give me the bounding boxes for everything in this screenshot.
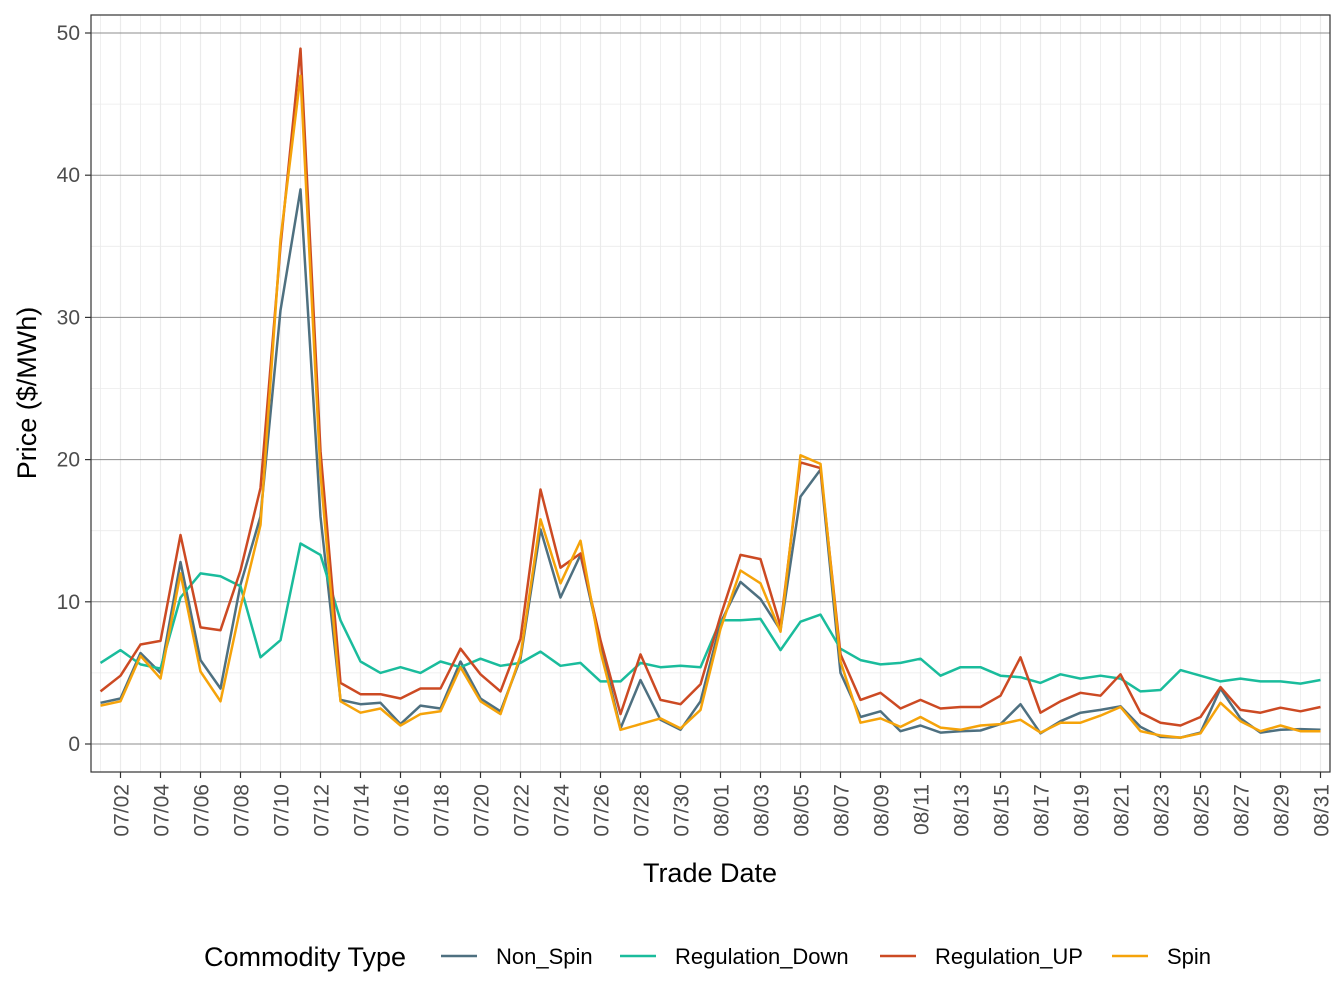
x-axis: 07/02 07/04 07/06 07/08 07/10 07/12 07/14 07/16… — [111, 772, 1334, 837]
x-tick-label: 07/12 — [311, 784, 334, 837]
y-tick-label: 20 — [57, 449, 80, 472]
x-tick-label: 07/08 — [231, 784, 254, 837]
x-tick-label: 08/21 — [1111, 784, 1134, 837]
x-tick-label: 08/09 — [871, 784, 894, 837]
x-tick-label: 08/29 — [1271, 784, 1294, 837]
y-tick-label: 40 — [57, 164, 80, 187]
series-line-spin — [100, 74, 1321, 739]
x-tick-label: 08/15 — [991, 784, 1014, 837]
x-tick-label: 08/03 — [751, 784, 774, 837]
x-tick-label: 07/22 — [511, 784, 534, 837]
x-tick-label: 07/30 — [671, 784, 694, 837]
y-axis-title: Price ($/MWh) — [12, 307, 42, 480]
x-tick-label: 08/11 — [911, 784, 934, 835]
x-tick-label: 08/25 — [1191, 784, 1214, 837]
x-tick-label: 07/18 — [431, 784, 454, 837]
x-tick-label: 07/14 — [351, 784, 374, 837]
x-tick-label: 07/02 — [111, 784, 134, 837]
y-tick-label: 0 — [68, 733, 80, 756]
y-tick-label: 50 — [57, 22, 80, 45]
x-tick-label: 08/13 — [951, 784, 974, 837]
series-line-non-spin — [100, 188, 1321, 739]
legend-label: Regulation_UP — [935, 944, 1083, 969]
x-axis-title: Trade Date — [643, 858, 777, 888]
x-tick-label: 07/16 — [391, 784, 414, 837]
x-tick-label: 08/17 — [1031, 784, 1054, 837]
legend: Commodity Type Non_Spin Regulation_Down Re… — [204, 942, 1211, 972]
series-line-regulation-up — [99, 47, 1321, 727]
x-tick-label: 07/26 — [591, 784, 614, 837]
y-tick-label: 30 — [57, 306, 80, 329]
x-tick-label: 07/06 — [191, 784, 214, 837]
legend-title: Commodity Type — [204, 942, 406, 972]
minor-gridlines — [91, 15, 1330, 772]
plot-panel-border — [90, 14, 1331, 773]
x-tick-label: 07/24 — [551, 784, 574, 837]
series-lines — [99, 47, 1321, 739]
y-axis: 0 10 20 30 40 50 — [57, 22, 91, 756]
x-tick-label: 08/31 — [1311, 784, 1334, 837]
x-tick-label: 08/07 — [831, 784, 854, 837]
x-tick-label: 08/19 — [1071, 784, 1094, 837]
legend-label: Regulation_Down — [675, 944, 849, 969]
legend-label: Non_Spin — [496, 944, 593, 969]
x-tick-label: 07/28 — [631, 784, 654, 837]
legend-label: Spin — [1167, 944, 1211, 969]
x-tick-label: 07/04 — [151, 784, 174, 837]
x-tick-label: 07/20 — [471, 784, 494, 837]
x-tick-label: 08/05 — [791, 784, 814, 837]
y-tick-label: 10 — [57, 591, 80, 614]
major-gridlines — [91, 15, 1330, 772]
x-tick-label: 08/23 — [1151, 784, 1174, 837]
x-tick-label: 08/01 — [711, 784, 734, 837]
x-tick-label: 07/10 — [271, 784, 294, 837]
x-tick-label: 08/27 — [1231, 784, 1254, 837]
